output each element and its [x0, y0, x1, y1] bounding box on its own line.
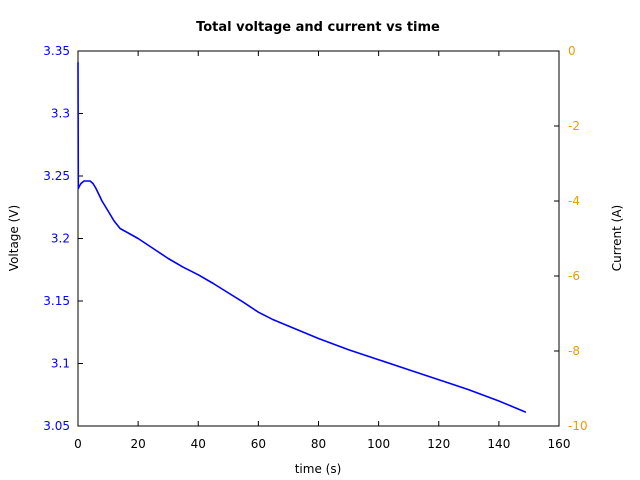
- voltage-series-line: [77, 62, 527, 413]
- x-axis-label: time (s): [295, 462, 342, 476]
- y2-tick-label: -8: [568, 344, 580, 358]
- plot-frame: [77, 50, 560, 427]
- chart-title: Total voltage and current vs time: [196, 20, 440, 35]
- x-axis-ticks: 0 20 40 60 80 100 120 140 160: [74, 51, 570, 451]
- y-tick-label: 3.15: [43, 294, 70, 308]
- x-tick-label: 120: [427, 437, 450, 451]
- x-tick-label: 60: [251, 437, 266, 451]
- y-tick-label: 3.35: [43, 44, 70, 58]
- x-tick-label: 40: [191, 437, 206, 451]
- y-axis-right-label: Current (A): [610, 205, 624, 271]
- x-tick-label: 0: [74, 437, 82, 451]
- y2-tick-label: -4: [568, 194, 580, 208]
- x-tick-label: 80: [311, 437, 326, 451]
- y-tick-label: 3.1: [51, 357, 70, 371]
- x-tick-label: 160: [548, 437, 571, 451]
- y-tick-label: 3.3: [51, 107, 70, 121]
- y-axis-left-ticks: 3.35 3.3 3.25 3.2 3.15 3.1 3.05: [43, 44, 83, 433]
- x-tick-label: 20: [130, 437, 145, 451]
- y-tick-label: 3.05: [43, 419, 70, 433]
- y2-tick-label: 0: [568, 44, 576, 58]
- y-axis-left-label: Voltage (V): [7, 205, 21, 271]
- y-tick-label: 3.25: [43, 169, 70, 183]
- y2-tick-label: -2: [568, 119, 580, 133]
- y-tick-label: 3.2: [51, 232, 70, 246]
- x-tick-label: 100: [367, 437, 390, 451]
- y2-tick-label: -10: [568, 419, 588, 433]
- x-tick-label: 140: [487, 437, 510, 451]
- y-axis-right-ticks: 0 -2 -4 -6 -8 -10: [554, 44, 588, 433]
- y2-tick-label: -6: [568, 269, 580, 283]
